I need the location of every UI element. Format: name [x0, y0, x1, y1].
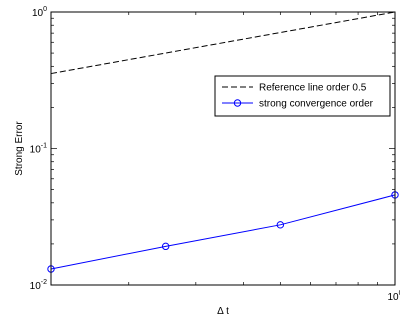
- series-layer: [47, 11, 399, 273]
- strong-convergence-point: [161, 242, 170, 251]
- reference-line-order-0.5: [50, 11, 396, 75]
- x-tick-label: 100: [387, 290, 400, 303]
- y-axis-label: Strong Error: [14, 121, 25, 176]
- y-tick-label: 100: [32, 6, 47, 19]
- x-axis-label: Δ t: [217, 306, 229, 317]
- legend-strong-convergence-marker: [233, 99, 242, 107]
- tick-labels: 100 10-1 10-2 100: [30, 6, 400, 303]
- legend: Reference line order 0.5 strong converge…: [214, 75, 391, 117]
- legend-reference-line-label: Reference line order 0.5: [259, 83, 367, 94]
- y-tick-label: 10-1: [30, 143, 47, 156]
- y-tick-label: 10-2: [30, 279, 47, 292]
- legend-strong-convergence-label: strong convergence order: [259, 99, 374, 110]
- ticks-layer: [51, 12, 396, 286]
- legend-box: [214, 75, 391, 117]
- plot-frame: [50, 11, 396, 286]
- strong-convergence-point: [276, 221, 285, 229]
- strong-convergence-line: [50, 194, 396, 270]
